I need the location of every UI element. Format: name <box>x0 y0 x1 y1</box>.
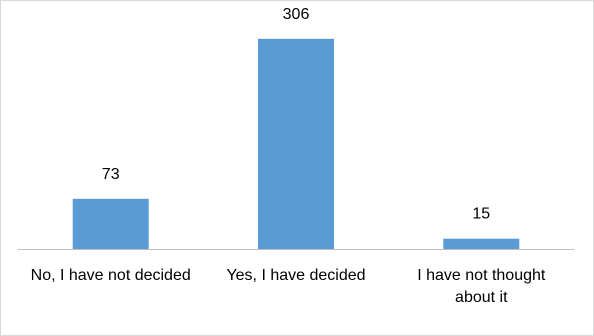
category-label-2: Yes, I have decided <box>226 267 365 284</box>
bar-1 <box>72 198 149 249</box>
bar-3 <box>443 238 520 249</box>
category-labels-group: No, I have not decided Yes, I have decide… <box>31 267 546 306</box>
data-labels-group: 73 306 15 <box>102 6 490 223</box>
bars-group <box>72 38 520 249</box>
category-label-3-line-1: I have not thought <box>417 267 546 284</box>
category-label-3-line-2: about it <box>455 289 508 306</box>
bar-2 <box>258 38 334 249</box>
data-label-2: 306 <box>283 6 310 23</box>
data-label-1: 73 <box>102 166 120 183</box>
data-label-3: 15 <box>472 206 490 223</box>
category-label-1: No, I have not decided <box>31 267 191 284</box>
